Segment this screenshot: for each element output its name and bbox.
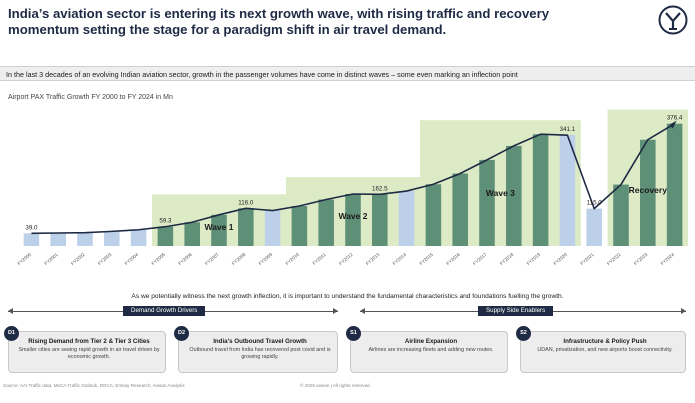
trend-arrow-icon [669,120,677,129]
x-tick-label: FY2000 [17,252,33,266]
brand-logo-icon [658,5,688,35]
chart-title: Airport PAX Traffic Growth FY 2000 to FY… [8,94,173,101]
bar [318,199,334,246]
card-badge: S1 [346,326,361,341]
wave-label: Wave 1 [205,222,234,232]
card-badge: D2 [174,326,189,341]
bar [559,135,576,246]
right-arrow-icon [333,308,338,314]
bar [104,231,120,246]
subtitle-banner: In the last 3 decades of an evolving Ind… [0,66,695,81]
data-label: 115.0 [587,200,603,207]
bar [479,159,495,246]
demand-drivers-label: Demand Growth Drivers [123,306,206,316]
bar [640,139,656,246]
trend-line [31,122,676,235]
card-description: UDAN, privatization, and new airports bo… [537,347,673,353]
x-tick-label: FY2017 [472,252,488,266]
bar [398,191,415,246]
wave-label: Wave 2 [339,211,368,221]
x-tick-label: FY2020 [553,252,569,266]
page-title: India’s aviation sector is entering its … [8,6,628,38]
data-label: 116.0 [238,199,254,206]
card-description: Smaller cities are seeing rapid growth i… [18,347,160,360]
wave-label: Wave 3 [486,188,515,198]
bar [666,123,683,246]
bar [157,226,174,246]
x-tick-label: FY2012 [338,252,354,266]
bar [50,233,66,246]
copyright-note: © 2025 avisan | All rights reserved [300,383,370,388]
right-arrow-icon [681,308,686,314]
wave-band [420,120,581,246]
data-label: 39.0 [25,224,38,231]
bar [184,222,200,246]
card-s2: S2 Infrastructure & Policy Push UDAN, pr… [516,326,686,373]
supply-enablers-section: Supply Side Enablers [360,306,686,316]
data-label: 59.3 [159,218,172,225]
inflection-note: As we potentially witness the next growt… [131,293,564,300]
x-tick-label: FY2021 [579,252,595,266]
x-tick-label: FY2001 [43,252,59,266]
data-label: 341.1 [560,126,576,133]
x-tick-label: FY2016 [445,252,461,266]
card-title: India’s Outbound Travel Growth [213,338,307,345]
x-tick-label: FY2004 [124,252,140,266]
bar [345,194,361,246]
x-tick-label: FY2022 [606,252,622,266]
card-title: Rising Demand from Tier 2 & Tier 3 Citie… [28,338,150,345]
x-tick-label: FY2009 [258,252,274,266]
demand-drivers-section: Demand Growth Drivers [8,306,338,316]
card-title: Infrastructure & Policy Push [563,338,647,345]
title-line-1: India’s aviation sector is entering its … [8,6,550,21]
wave-label: Recovery [629,185,668,195]
x-tick-label: FY2019 [526,252,542,266]
bar [23,233,40,246]
bar [264,210,281,246]
x-tick-label: FY2006 [177,252,193,266]
card-title: Airline Expansion [404,338,458,345]
card-d1: D1 Rising Demand from Tier 2 & Tier 3 Ci… [4,326,166,373]
card-badge: S2 [516,326,531,341]
bar [372,194,388,246]
left-arrow-icon [360,308,365,314]
x-tick-label: FY2023 [633,252,649,266]
x-tick-label: FY2011 [312,252,328,266]
bar [532,134,549,246]
bar [506,145,522,246]
bar [238,208,254,246]
x-tick-label: FY2007 [204,252,220,266]
bar [291,206,308,246]
bar [586,208,602,246]
x-tick-label: FY2024 [660,252,676,266]
x-tick-label: FY2005 [151,252,167,266]
x-tick-label: FY2008 [231,252,247,266]
x-tick-label: FY2002 [70,252,86,266]
card-s1: S1 Airline Expansion Airlines are increa… [346,326,508,373]
title-line-2: momentum setting the stage for a paradig… [8,22,447,37]
x-tick-label: FY2015 [419,252,435,266]
card-description: Outbound travel from India has recovered… [189,347,331,360]
x-tick-label: FY2014 [392,252,408,266]
bar [130,229,147,246]
bar [425,184,442,246]
card-badge: D1 [4,326,19,341]
bar [77,232,93,246]
x-tick-label: FY2010 [285,252,301,266]
card-description: Airlines are increasing fleets and addin… [368,347,494,353]
left-arrow-icon [8,308,13,314]
x-tick-label: FY2013 [365,252,381,266]
x-tick-label: FY2018 [499,252,515,266]
supply-enablers-label: Supply Side Enablers [478,306,554,316]
source-note: Source: AAI Traffic data, MoCA Traffic O… [3,383,185,388]
bar [452,173,468,246]
bar [613,184,629,246]
bar [211,214,227,246]
traffic-chart: Wave 1 Wave 2 Wave 3 Recovery 39.0 59.3 116.0 1… [17,109,688,266]
data-label: 162.5 [372,185,388,192]
card-d2: D2 India’s Outbound Travel Growth Outbou… [174,326,338,373]
data-label: 376.4 [667,115,683,122]
x-tick-label: FY2003 [97,252,113,266]
